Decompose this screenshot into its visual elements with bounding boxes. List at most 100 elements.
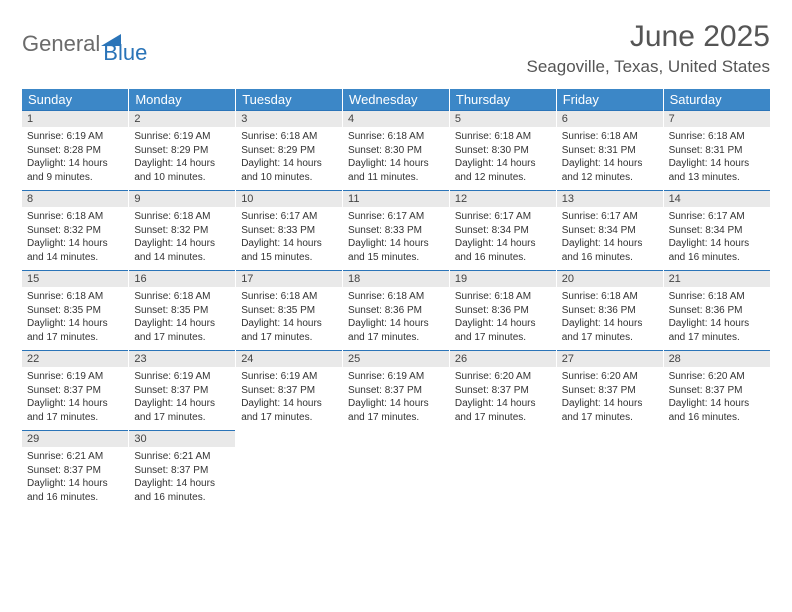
sunset-text: Sunset: 8:36 PM [562,304,658,318]
day-number: 14 [663,191,770,208]
day-number: 27 [556,351,663,368]
sunset-text: Sunset: 8:28 PM [27,144,123,158]
sunrise-text: Sunrise: 6:19 AM [348,370,444,384]
daylight-text: Daylight: 14 hours and 10 minutes. [134,157,230,184]
day-number: 12 [449,191,556,208]
sunrise-text: Sunrise: 6:18 AM [348,130,444,144]
sunset-text: Sunset: 8:37 PM [455,384,551,398]
daylight-text: Daylight: 14 hours and 17 minutes. [134,397,230,424]
day-number: 13 [556,191,663,208]
day-number: 6 [556,111,663,128]
daylight-text: Daylight: 14 hours and 17 minutes. [455,397,551,424]
day-number: 28 [663,351,770,368]
daylight-text: Daylight: 14 hours and 12 minutes. [455,157,551,184]
day-number: 26 [449,351,556,368]
day-number: 3 [236,111,343,128]
daylight-text: Daylight: 14 hours and 16 minutes. [455,237,551,264]
day-cell [556,447,663,510]
sunset-text: Sunset: 8:32 PM [134,224,230,238]
daylight-text: Daylight: 14 hours and 17 minutes. [27,317,123,344]
sunrise-text: Sunrise: 6:18 AM [241,290,337,304]
day-cell: Sunrise: 6:18 AMSunset: 8:36 PMDaylight:… [343,287,450,351]
day-cell: Sunrise: 6:18 AMSunset: 8:36 PMDaylight:… [663,287,770,351]
day-cell: Sunrise: 6:20 AMSunset: 8:37 PMDaylight:… [663,367,770,431]
calendar-table: SundayMondayTuesdayWednesdayThursdayFrid… [22,89,770,510]
daylight-text: Daylight: 14 hours and 12 minutes. [562,157,658,184]
sunrise-text: Sunrise: 6:20 AM [562,370,658,384]
day-cell [663,447,770,510]
sunset-text: Sunset: 8:36 PM [455,304,551,318]
day-number: 4 [343,111,450,128]
sunrise-text: Sunrise: 6:17 AM [241,210,337,224]
content-row: Sunrise: 6:21 AMSunset: 8:37 PMDaylight:… [22,447,770,510]
dayname-1: Monday [129,89,236,111]
day-number: 17 [236,271,343,288]
content-row: Sunrise: 6:19 AMSunset: 8:37 PMDaylight:… [22,367,770,431]
daylight-text: Daylight: 14 hours and 17 minutes. [562,397,658,424]
sunrise-text: Sunrise: 6:18 AM [562,290,658,304]
daylight-text: Daylight: 14 hours and 16 minutes. [27,477,123,504]
day-cell [449,447,556,510]
daylight-text: Daylight: 14 hours and 17 minutes. [134,317,230,344]
sunrise-text: Sunrise: 6:18 AM [455,290,551,304]
content-row: Sunrise: 6:18 AMSunset: 8:32 PMDaylight:… [22,207,770,271]
day-cell: Sunrise: 6:18 AMSunset: 8:29 PMDaylight:… [236,127,343,191]
sunset-text: Sunset: 8:30 PM [348,144,444,158]
day-number: 16 [129,271,236,288]
sunset-text: Sunset: 8:34 PM [562,224,658,238]
daylight-text: Daylight: 14 hours and 10 minutes. [241,157,337,184]
daylight-text: Daylight: 14 hours and 17 minutes. [241,397,337,424]
sunset-text: Sunset: 8:29 PM [134,144,230,158]
daylight-text: Daylight: 14 hours and 14 minutes. [134,237,230,264]
day-number: 19 [449,271,556,288]
sunrise-text: Sunrise: 6:17 AM [455,210,551,224]
daylight-text: Daylight: 14 hours and 13 minutes. [669,157,765,184]
sunrise-text: Sunrise: 6:17 AM [669,210,765,224]
day-cell: Sunrise: 6:17 AMSunset: 8:33 PMDaylight:… [236,207,343,271]
sunrise-text: Sunrise: 6:18 AM [241,130,337,144]
sunset-text: Sunset: 8:35 PM [27,304,123,318]
sunrise-text: Sunrise: 6:18 AM [669,130,765,144]
sunrise-text: Sunrise: 6:19 AM [27,130,123,144]
sunset-text: Sunset: 8:37 PM [134,384,230,398]
day-cell: Sunrise: 6:19 AMSunset: 8:37 PMDaylight:… [129,367,236,431]
day-cell: Sunrise: 6:19 AMSunset: 8:29 PMDaylight:… [129,127,236,191]
day-cell: Sunrise: 6:19 AMSunset: 8:37 PMDaylight:… [236,367,343,431]
day-cell: Sunrise: 6:18 AMSunset: 8:31 PMDaylight:… [556,127,663,191]
day-number: 10 [236,191,343,208]
day-number: 1 [22,111,129,128]
daylight-text: Daylight: 14 hours and 9 minutes. [27,157,123,184]
sunrise-text: Sunrise: 6:20 AM [455,370,551,384]
daynum-row: 891011121314 [22,191,770,208]
sunset-text: Sunset: 8:30 PM [455,144,551,158]
daynum-row: 2930 [22,431,770,448]
sunset-text: Sunset: 8:37 PM [27,464,123,478]
day-cell: Sunrise: 6:18 AMSunset: 8:35 PMDaylight:… [129,287,236,351]
sunset-text: Sunset: 8:29 PM [241,144,337,158]
daylight-text: Daylight: 14 hours and 16 minutes. [134,477,230,504]
sunset-text: Sunset: 8:37 PM [669,384,765,398]
sunrise-text: Sunrise: 6:17 AM [348,210,444,224]
day-number: 21 [663,271,770,288]
day-number: 5 [449,111,556,128]
day-number [449,431,556,448]
content-row: Sunrise: 6:18 AMSunset: 8:35 PMDaylight:… [22,287,770,351]
day-cell: Sunrise: 6:19 AMSunset: 8:37 PMDaylight:… [343,367,450,431]
daylight-text: Daylight: 14 hours and 17 minutes. [562,317,658,344]
sunrise-text: Sunrise: 6:19 AM [134,370,230,384]
day-number: 15 [22,271,129,288]
daylight-text: Daylight: 14 hours and 16 minutes. [562,237,658,264]
sunset-text: Sunset: 8:35 PM [241,304,337,318]
sunrise-text: Sunrise: 6:18 AM [669,290,765,304]
sunrise-text: Sunrise: 6:18 AM [455,130,551,144]
sunrise-text: Sunrise: 6:18 AM [27,210,123,224]
day-cell: Sunrise: 6:18 AMSunset: 8:35 PMDaylight:… [22,287,129,351]
daylight-text: Daylight: 14 hours and 17 minutes. [27,397,123,424]
daylight-text: Daylight: 14 hours and 17 minutes. [669,317,765,344]
sunset-text: Sunset: 8:34 PM [455,224,551,238]
sunset-text: Sunset: 8:32 PM [27,224,123,238]
day-number [236,431,343,448]
day-cell [236,447,343,510]
sunrise-text: Sunrise: 6:21 AM [134,450,230,464]
sunset-text: Sunset: 8:35 PM [134,304,230,318]
